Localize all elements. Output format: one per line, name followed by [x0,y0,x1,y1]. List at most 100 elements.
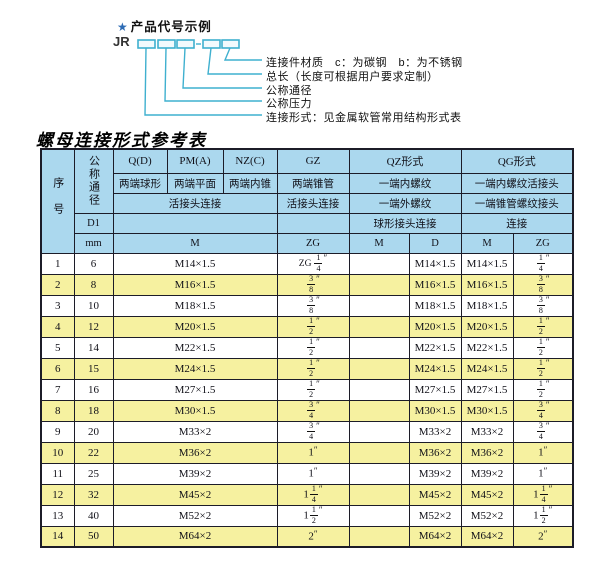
table-row: 7 16 M27×1.5 1 2 ″ M27×1.5 M27×1.5 1 2 ″ [40,378,574,401]
diagram-title: ★ 产品代号示例 [117,16,212,35]
qz-d-cell: M52×2 [408,504,462,527]
nut-connection-table: 序号 公称通径 Q(D) PM(A) NZ(C) GZ QZ形式 QG形式 两端… [40,148,575,548]
gz-zg-cell: 2″ [276,525,350,548]
header-code-q: Q(D) [112,148,168,174]
gz-zg-cell: 1 2 ″ [276,315,350,338]
header-union-qpmnz: 活接头连接 [112,192,278,214]
header-outer-qz: 一端外螺纹 [348,192,462,214]
leader-line-pressure [164,47,262,102]
label-material: 连接件材质 c：为碳钢 b：为不锈钢 [266,57,463,69]
qg-m-cell: M64×2 [460,525,514,548]
qg-m-cell: M33×2 [460,420,514,443]
gz-zg-cell: 1 1 2 ″ [276,504,350,527]
qg-m-cell: M20×1.5 [460,315,514,338]
seq-cell: 5 [40,336,75,359]
qz-d-cell: M14×1.5 [408,252,462,275]
header-desc-pm: 两端平面 [166,172,224,194]
qz-d-cell: M39×2 [408,462,462,485]
qz-d-cell: M18×1.5 [408,294,462,317]
header-seq: 序号 [40,148,75,254]
seq-cell: 11 [40,462,75,485]
unit-gz-zg: ZG [276,232,350,254]
code-prefix: JR [113,34,130,49]
thread-m-cell: M52×2 [112,504,278,527]
table-row: 12 32 M45×2 1 1 4 ″ M45×2 M45×2 1 1 4 ″ [40,483,574,506]
qz-m-cell [348,525,410,548]
header-row-d1: D1 球形接头连接 连接 [41,212,574,234]
qg-m-cell: M30×1.5 [460,399,514,422]
seq-cell: 8 [40,399,75,422]
dn-cell: 22 [73,441,114,464]
qz-d-cell: M33×2 [408,420,462,443]
qg-zg-cell: 1 2 ″ [512,357,574,380]
qg-zg-cell: 3 8 ″ [512,294,574,317]
dn-cell: 12 [73,315,114,338]
qz-m-cell [348,252,410,275]
table-row: 11 25 M39×2 1″ M39×2 M39×2 1″ [40,462,574,485]
qz-m-cell [348,357,410,380]
qz-d-cell: M64×2 [408,525,462,548]
qz-m-cell [348,504,410,527]
gz-zg-cell: 1″ [276,441,350,464]
header-mm: mm [73,232,114,254]
seq-cell: 9 [40,420,75,443]
qg-zg-cell: 1 2 ″ [512,378,574,401]
qg-zg-cell: 1″ [512,462,574,485]
qg-m-cell: M45×2 [460,483,514,506]
code-box-5 [221,39,240,49]
gz-zg-cell: 3 8 ″ [276,294,350,317]
qz-d-cell: M27×1.5 [408,378,462,401]
header-row-connection: 活接头连接 活接头连接 一端外螺纹 一端锥管螺纹接头 [41,192,574,214]
table-row: 8 18 M30×1.5 3 4 ″ M30×1.5 M30×1.5 3 4 ″ [40,399,574,422]
header-conn-qg: 连接 [460,212,574,234]
seq-cell: 7 [40,378,75,401]
qg-zg-cell: 1 1 4 ″ [512,483,574,506]
gz-zg-cell: 1 2 ″ [276,378,350,401]
seq-cell: 10 [40,441,75,464]
qg-m-cell: M22×1.5 [460,336,514,359]
seq-cell: 14 [40,525,75,548]
qg-m-cell: M24×1.5 [460,357,514,380]
qg-m-cell: M39×2 [460,462,514,485]
table-row: 1 6 M14×1.5 ZG 1 4 ″ M14×1.5 M14×1.5 1 4 ″ [40,252,574,275]
qz-m-cell [348,315,410,338]
header-desc-qz: 一端内螺纹 [348,172,462,194]
dn-cell: 32 [73,483,114,506]
table-row: 3 10 M18×1.5 3 8 ″ M18×1.5 M18×1.5 3 8 ″ [40,294,574,317]
header-row-desc: 两端球形 两端平面 两端内锥 两端锥管 一端内螺纹 一端内螺纹活接头 [41,172,574,194]
label-connection: 连接形式：见金属软管常用结构形式表 [266,112,462,124]
thread-m-cell: M36×2 [112,441,278,464]
qz-m-cell [348,273,410,296]
code-box-2 [157,39,176,49]
header-row-units: mm M ZG M D M ZG [41,232,574,254]
gz-zg-cell: 1 1 4 ″ [276,483,350,506]
seq-cell: 12 [40,483,75,506]
header-desc-qg: 一端内螺纹活接头 [460,172,574,194]
dn-cell: 40 [73,504,114,527]
qz-m-cell [348,441,410,464]
qg-zg-cell: 1″ [512,441,574,464]
seq-cell: 1 [40,252,75,275]
qg-zg-cell: 1 2 ″ [512,336,574,359]
qz-d-cell: M36×2 [408,441,462,464]
dn-cell: 16 [73,378,114,401]
qg-m-cell: M36×2 [460,441,514,464]
dn-cell: 8 [73,273,114,296]
thread-m-cell: M39×2 [112,462,278,485]
unit-m: M [112,232,278,254]
table-row: 10 22 M36×2 1″ M36×2 M36×2 1″ [40,441,574,464]
qz-d-cell: M20×1.5 [408,315,462,338]
table-row: 5 14 M22×1.5 1 2 ″ M22×1.5 M22×1.5 1 2 ″ [40,336,574,359]
code-box-4 [202,39,221,49]
unit-qg-zg: ZG [512,232,574,254]
table-row: 9 20 M33×2 3 4 ″ M33×2 M33×2 3 4 ″ [40,420,574,443]
leader-line-connection [144,47,262,116]
dn-cell: 50 [73,525,114,548]
header-code-nz: NZ(C) [222,148,278,174]
unit-qz-d: D [408,232,462,254]
qz-m-cell [348,420,410,443]
diagram-title-text: 产品代号示例 [130,20,212,34]
leader-line-diameter [182,47,262,89]
dn-cell: 15 [73,357,114,380]
qz-d-cell: M24×1.5 [408,357,462,380]
